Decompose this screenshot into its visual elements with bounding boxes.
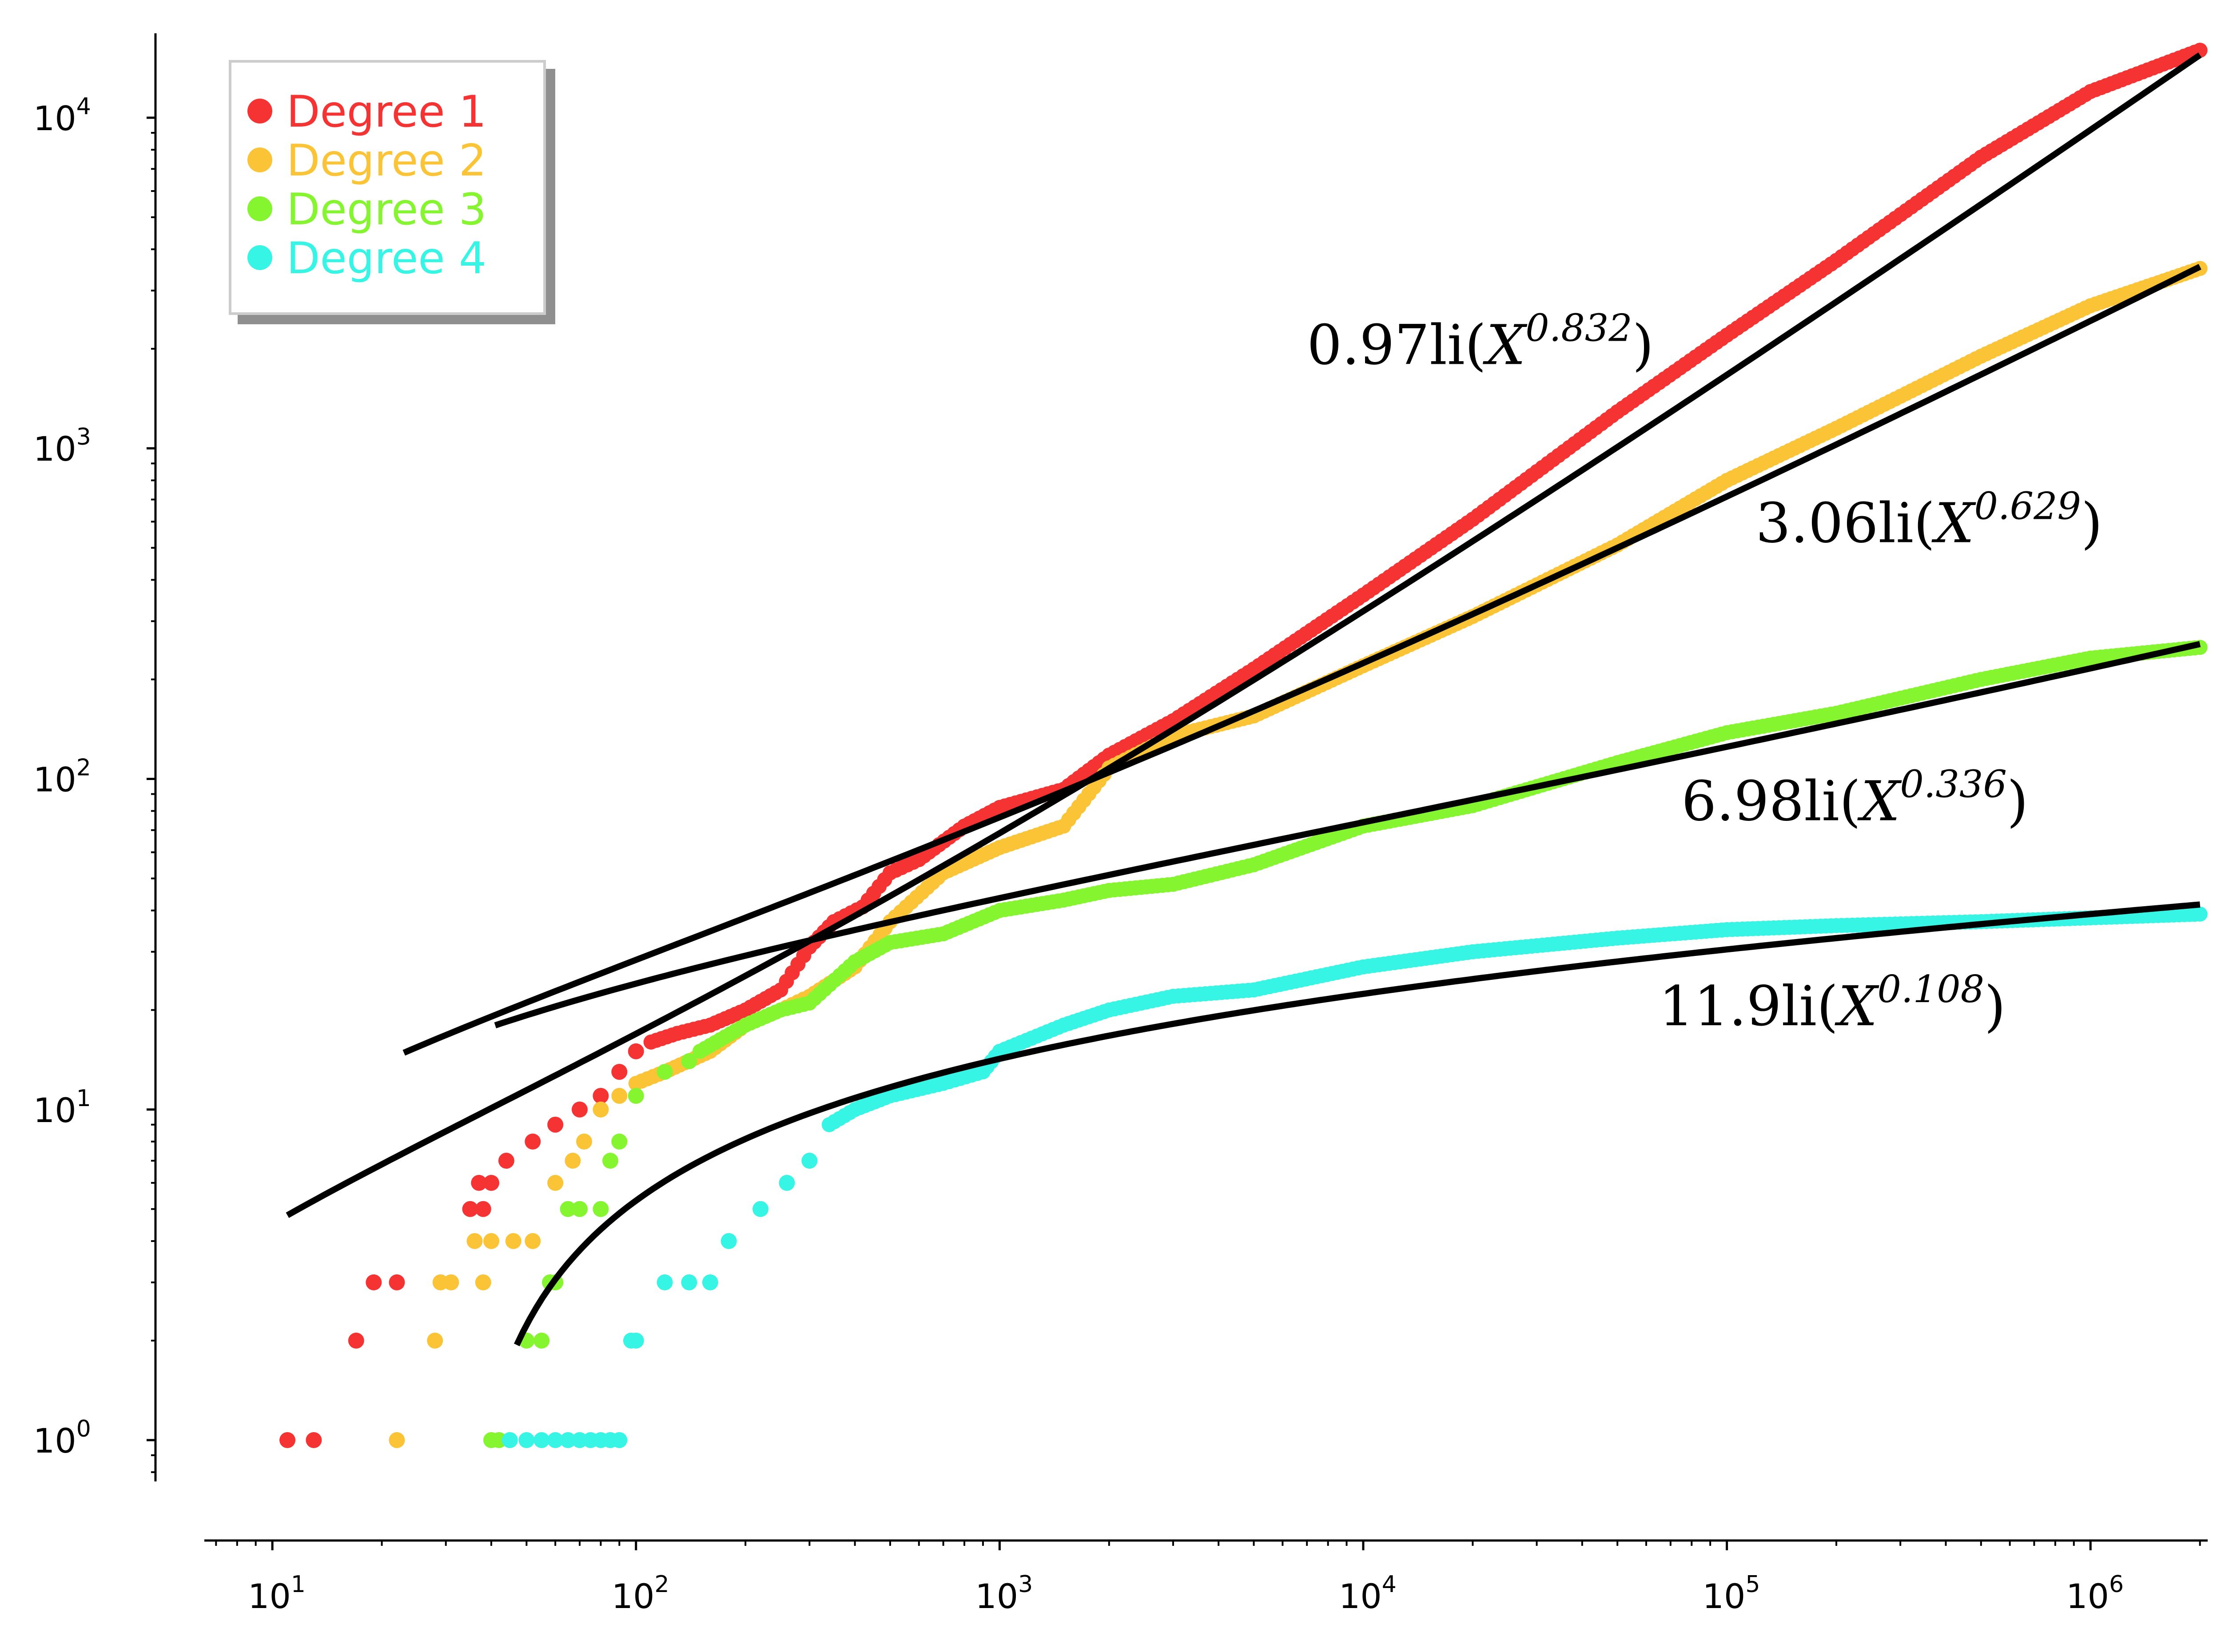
data-point (702, 1274, 718, 1290)
fit-label: 6.98li(X0.336) (1681, 762, 2028, 833)
axes: 100 101 102 103 104 101 102 103 104 105 106 (33, 33, 2208, 1616)
data-point (518, 1432, 535, 1449)
fit-label: 0.97li(X0.832) (1307, 306, 1654, 377)
data-point (2192, 906, 2208, 922)
data-point (593, 1101, 609, 1118)
data-point (348, 1332, 364, 1349)
x-tick-label: 103 (975, 1571, 1033, 1616)
y-tick-label: 103 (33, 424, 91, 469)
y-ticks: 100 101 102 103 104 (33, 93, 155, 1473)
data-point (466, 1233, 483, 1249)
fit-label: 3.06li(X0.629) (1755, 485, 2102, 556)
fit-curve (286, 52, 2202, 1218)
data-point (593, 1201, 609, 1217)
data-point (505, 1233, 521, 1249)
x-tick-label: 105 (1703, 1571, 1760, 1616)
legend-label: Degree 1 (287, 87, 486, 137)
series-layer (279, 43, 2208, 1449)
data-point (611, 1432, 628, 1449)
fit-layer (286, 52, 2202, 1346)
legend-label: Degree 4 (287, 233, 486, 284)
data-point (483, 1174, 500, 1191)
y-tick-label: 104 (33, 93, 91, 138)
series-degree-3 (483, 640, 2208, 1449)
data-point (611, 1133, 628, 1150)
data-point (533, 1432, 550, 1449)
data-point (565, 1153, 581, 1169)
data-point (560, 1201, 576, 1217)
data-point (571, 1101, 588, 1118)
data-point (427, 1332, 443, 1349)
legend-marker (247, 245, 272, 270)
legend-label: Degree 2 (287, 135, 486, 186)
fit-curve (494, 641, 2201, 1028)
x-tick-label: 102 (612, 1571, 669, 1616)
fit-curve (513, 901, 2201, 1346)
legend-marker (247, 147, 272, 172)
x-tick-label: 101 (248, 1571, 306, 1616)
legend-label: Degree 3 (287, 184, 486, 235)
fit-curve (402, 264, 2201, 1056)
legend-marker (247, 99, 272, 123)
legend-box (229, 60, 546, 315)
series-degree-1 (279, 43, 2208, 1449)
legend-marker (247, 196, 272, 221)
data-point (571, 1201, 588, 1217)
data-point (366, 1274, 382, 1290)
data-point (533, 1332, 550, 1349)
data-point (628, 1332, 644, 1349)
data-point (611, 1087, 628, 1104)
data-point (547, 1116, 564, 1133)
data-point (475, 1201, 491, 1217)
fit-label: 11.9li(X0.108) (1659, 967, 2006, 1039)
data-point (547, 1174, 564, 1191)
fit-labels: 0.97li(X0.832) 3.06li(X0.629) 6.98li(X0.33… (1307, 306, 2102, 1039)
data-point (657, 1274, 673, 1290)
data-point (525, 1133, 541, 1150)
data-point (720, 1233, 737, 1249)
data-point (279, 1432, 296, 1449)
data-point (525, 1233, 541, 1249)
data-point (443, 1274, 459, 1290)
data-point (502, 1432, 518, 1449)
data-point (498, 1153, 514, 1169)
data-point (475, 1274, 491, 1290)
x-ticks: 101 102 103 104 105 106 (215, 1541, 2201, 1616)
data-point (560, 1432, 576, 1449)
data-point (681, 1274, 697, 1290)
data-point (471, 1174, 487, 1191)
y-tick-label: 100 (33, 1416, 91, 1461)
data-point (483, 1233, 500, 1249)
data-point (628, 1087, 644, 1104)
data-point (681, 1053, 697, 1070)
y-tick-label: 101 (33, 1085, 91, 1130)
data-point (752, 1201, 769, 1217)
data-point (389, 1274, 405, 1290)
data-point (389, 1432, 405, 1449)
y-tick-label: 102 (33, 755, 91, 800)
data-point (801, 1153, 818, 1169)
data-point (462, 1201, 478, 1217)
data-point (611, 1063, 628, 1080)
data-point (576, 1133, 592, 1150)
data-point (628, 1043, 644, 1059)
data-point (602, 1153, 618, 1169)
x-tick-label: 106 (2066, 1571, 2124, 1616)
data-point (547, 1432, 564, 1449)
data-point (779, 1174, 795, 1191)
data-point (593, 1087, 609, 1104)
data-point (657, 1063, 673, 1080)
x-tick-label: 104 (1339, 1571, 1397, 1616)
data-point (306, 1432, 322, 1449)
